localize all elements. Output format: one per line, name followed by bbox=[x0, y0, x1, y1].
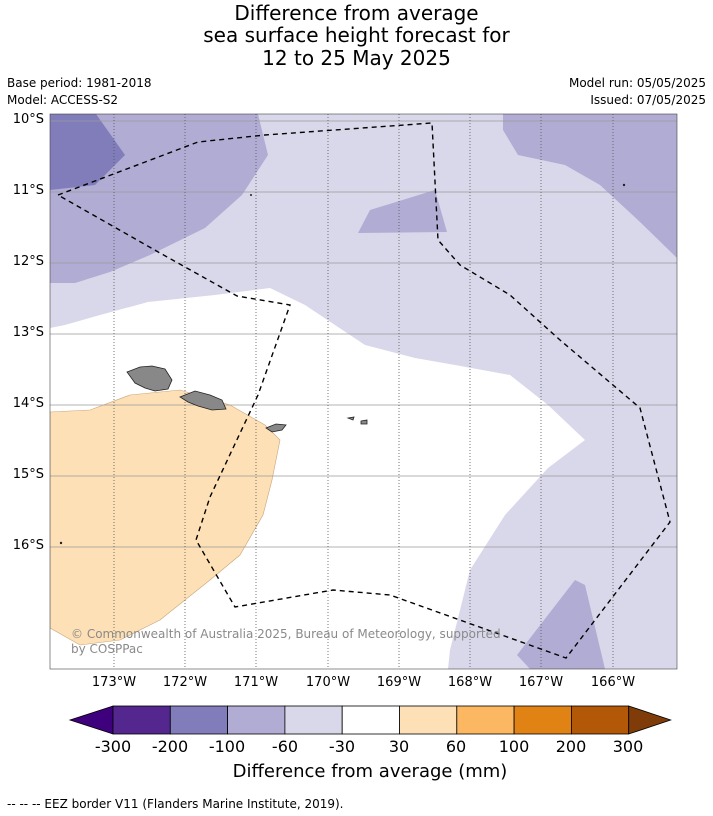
model-run-date: Model run: 05/05/2025 bbox=[568, 76, 706, 90]
lon-label-166w: 166°W bbox=[590, 675, 636, 690]
copyright-line-1: © Commonwealth of Australia 2025, Bureau… bbox=[71, 627, 501, 641]
colorbar-swatch-5 bbox=[341, 705, 400, 735]
issued-date: Issued: 07/05/2025 bbox=[590, 93, 706, 107]
colorbar-swatch-4 bbox=[284, 705, 343, 735]
colorbar-swatch-3 bbox=[227, 705, 286, 735]
longitude-gridlines bbox=[113, 114, 614, 669]
lat-label-11s: 11°S bbox=[12, 183, 44, 198]
lat-label-12s: 12°S bbox=[12, 254, 44, 269]
map-title-line-2: sea surface height forecast for bbox=[203, 23, 510, 47]
lon-label-167w: 167°W bbox=[518, 675, 564, 690]
savaii-island bbox=[126, 365, 173, 392]
colorbar-swatch-6 bbox=[399, 705, 458, 735]
model-name: Model: ACCESS-S2 bbox=[7, 93, 119, 107]
eez-border bbox=[56, 122, 671, 659]
anomaly-band-minus200-minus100 bbox=[50, 114, 125, 190]
colorbar-label-minus30: -30 bbox=[328, 737, 356, 756]
map-title-line-3: 12 to 25 May 2025 bbox=[262, 46, 451, 70]
lon-label-173w: 173°W bbox=[91, 675, 137, 690]
copyright-line-2: by COSPPac bbox=[71, 642, 143, 656]
colorbar-swatch-7 bbox=[456, 705, 515, 735]
colorbar-label-30: 30 bbox=[388, 737, 410, 756]
lat-label-16s: 16°S bbox=[12, 538, 44, 553]
lat-label-10s: 10°S bbox=[12, 112, 44, 127]
lat-label-13s: 13°S bbox=[12, 325, 44, 340]
lat-label-15s: 15°S bbox=[12, 467, 44, 482]
lat-label-14s: 14°S bbox=[12, 396, 44, 411]
latitude-gridlines bbox=[50, 120, 677, 548]
colorbar-extend-low bbox=[68, 705, 114, 735]
sea-level-map bbox=[49, 113, 678, 670]
colorbar-label-60: 60 bbox=[445, 737, 467, 756]
colorbar-swatch-9 bbox=[571, 705, 630, 735]
lon-label-168w: 168°W bbox=[447, 675, 493, 690]
colorbar-title: Difference from average (mm) bbox=[232, 761, 508, 782]
upolu-island bbox=[179, 390, 227, 411]
manua-island-2 bbox=[360, 419, 368, 425]
anomaly-band-30-60 bbox=[50, 389, 281, 646]
lon-label-172w: 172°W bbox=[162, 675, 208, 690]
colorbar-label-minus60: -60 bbox=[271, 737, 299, 756]
colorbar-swatch-2 bbox=[169, 705, 229, 735]
colorbar-label-minus200: -200 bbox=[151, 737, 189, 756]
eez-legend-note: -- -- -- EEZ border V11 (Flanders Marine… bbox=[7, 797, 344, 811]
map-title-line-1: Difference from average bbox=[234, 1, 479, 25]
colorbar-label-200: 200 bbox=[555, 737, 587, 756]
colorbar-label-minus300: -300 bbox=[94, 737, 132, 756]
colorbar-label-300: 300 bbox=[612, 737, 644, 756]
colorbar-swatch-8 bbox=[513, 705, 572, 735]
lon-label-169w: 169°W bbox=[376, 675, 422, 690]
lon-label-170w: 170°W bbox=[305, 675, 351, 690]
anomaly-band-minus100-minus60-patch bbox=[358, 190, 447, 233]
manua-island-1 bbox=[346, 416, 355, 421]
lon-label-171w: 171°W bbox=[233, 675, 279, 690]
tutuila-island bbox=[265, 423, 287, 433]
colorbar-label-minus100: -100 bbox=[208, 737, 246, 756]
colorbar-label-100: 100 bbox=[498, 737, 530, 756]
base-period: Base period: 1981-2018 bbox=[7, 76, 152, 90]
map-frame bbox=[49, 113, 678, 670]
tokelau-atoll bbox=[622, 183, 626, 187]
anomaly-band-minus100-minus60-south bbox=[517, 580, 605, 669]
colorbar-swatch-1 bbox=[112, 705, 171, 735]
anomaly-band-minus100-minus60-east bbox=[503, 114, 677, 258]
rose-atoll bbox=[59, 541, 63, 545]
colorbar-extend-high bbox=[628, 705, 672, 735]
swains-island bbox=[250, 194, 252, 196]
colorbar bbox=[68, 705, 672, 735]
